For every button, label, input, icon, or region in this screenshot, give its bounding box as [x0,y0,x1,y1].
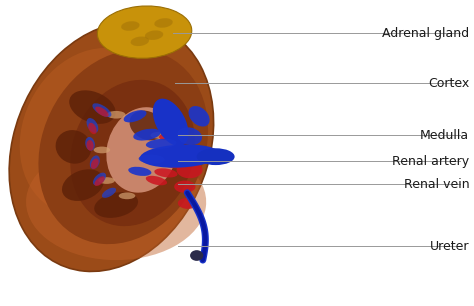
Ellipse shape [177,127,202,145]
Ellipse shape [88,123,97,134]
Ellipse shape [146,139,176,149]
Ellipse shape [197,148,235,165]
Ellipse shape [90,155,100,169]
Ellipse shape [87,118,98,133]
Ellipse shape [124,110,146,122]
Ellipse shape [139,155,164,164]
Ellipse shape [93,147,110,153]
Ellipse shape [129,110,164,140]
Ellipse shape [86,140,94,151]
Ellipse shape [189,106,210,127]
Ellipse shape [140,144,220,168]
Ellipse shape [106,107,178,193]
Ellipse shape [91,159,99,169]
Ellipse shape [190,250,203,261]
Text: Renal vein: Renal vein [404,178,469,191]
Ellipse shape [95,106,109,117]
Ellipse shape [26,144,206,260]
Ellipse shape [97,6,192,58]
Ellipse shape [94,192,138,218]
Ellipse shape [131,36,149,46]
Ellipse shape [107,111,126,119]
Ellipse shape [163,159,188,168]
Ellipse shape [102,188,116,198]
Text: Cortex: Cortex [428,77,469,90]
Ellipse shape [20,48,165,215]
Ellipse shape [62,169,104,201]
Text: Renal artery: Renal artery [392,155,469,168]
Ellipse shape [121,21,139,31]
Ellipse shape [174,181,195,193]
Ellipse shape [177,162,202,178]
Ellipse shape [92,103,111,117]
Text: Adrenal gland: Adrenal gland [382,27,469,39]
Ellipse shape [133,129,161,140]
Ellipse shape [70,80,195,226]
Ellipse shape [178,198,197,209]
Text: Ureter: Ureter [430,240,469,253]
Ellipse shape [128,167,151,176]
Ellipse shape [55,130,91,164]
Ellipse shape [146,176,167,185]
Text: Medulla: Medulla [420,129,469,142]
Ellipse shape [69,90,116,124]
Ellipse shape [99,177,115,184]
Ellipse shape [155,168,177,177]
Ellipse shape [153,99,189,146]
Ellipse shape [145,30,163,40]
Ellipse shape [118,192,136,199]
Ellipse shape [94,176,105,186]
Ellipse shape [151,132,167,139]
Ellipse shape [85,137,95,151]
Ellipse shape [38,50,208,244]
Ellipse shape [9,22,214,271]
Ellipse shape [93,173,106,185]
Ellipse shape [155,18,173,28]
Ellipse shape [159,132,178,140]
